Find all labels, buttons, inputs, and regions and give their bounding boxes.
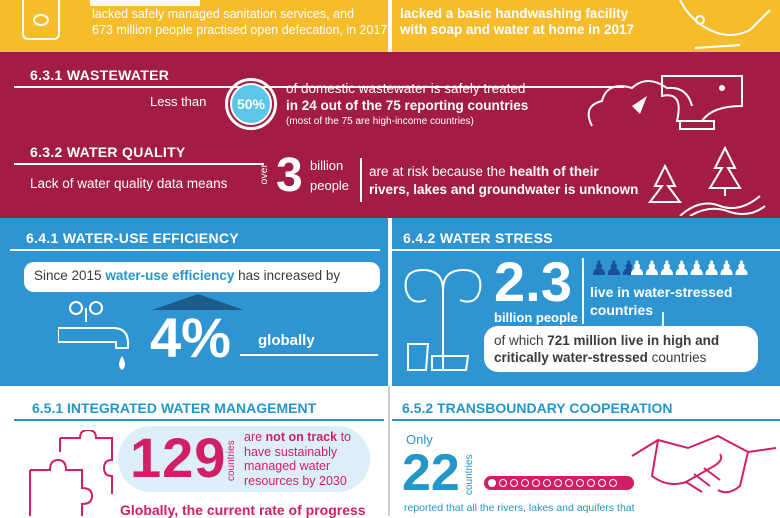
title-underline: [392, 249, 780, 251]
wastewater-line-1: of domestic wastewater is safely treated: [286, 81, 526, 96]
band-divider: [388, 0, 392, 52]
efficiency-pill: Since 2015 water-use efficiency has incr…: [24, 262, 380, 292]
iwrm-text: are not on track to have sustainably man…: [244, 430, 351, 488]
efficiency-title: 6.4.1 WATER-USE EFFICIENCY: [26, 230, 239, 246]
risk-line-1: are at risk because the health of their: [369, 164, 599, 179]
sanitation-text-1: lacked safely managed sanitation service…: [92, 7, 354, 21]
countries-label: countries: [464, 454, 475, 496]
iwrm-pill: [118, 426, 370, 492]
people-icons-dark: ♟♟♟: [590, 258, 638, 280]
percent-badge: 50%: [230, 83, 272, 125]
sanitation-band: lacked safely managed sanitation service…: [0, 0, 780, 52]
stress-live-1: live in water-stressed: [590, 284, 733, 300]
title-underline: [14, 86, 624, 88]
iwrm-title: 6.5.1 INTEGRATED WATER MANAGEMENT: [32, 400, 317, 416]
percent-ring: 50%: [225, 78, 277, 130]
iwrm-bottom-text: Globally, the current rate of progress: [120, 502, 366, 518]
transboundary-bottom-text: reported that all the rivers, lakes and …: [404, 502, 635, 514]
globally-underline: [240, 354, 378, 356]
tap-icon: [58, 301, 129, 370]
billion-people-label: billion people: [494, 310, 578, 325]
puzzle-icon: [29, 430, 113, 516]
people-icons-light: ♟♟♟♟♟♟♟♟: [628, 258, 750, 280]
stress-title: 6.4.2 WATER STRESS: [403, 230, 553, 246]
dry-plant-icon: [404, 268, 482, 371]
connector-line: [662, 312, 664, 326]
wastewater-line-2: in 24 out of the 75 reporting countries: [286, 98, 529, 113]
water-quality-title: 6.3.2 WATER QUALITY: [30, 144, 186, 160]
efficiency-percent: 4%: [150, 306, 231, 369]
countries-label: countries: [226, 440, 237, 482]
section-divider: [388, 386, 390, 516]
sanitation-text-2: 673 million people practised open defeca…: [92, 23, 388, 37]
handshake-icon: [631, 434, 777, 494]
transboundary-title: 6.5.2 TRANSBOUNDARY COOPERATION: [402, 400, 673, 416]
water-use-band: 6.4.1 WATER-USE EFFICIENCY Since 2015 wa…: [0, 218, 780, 386]
water-quality-lead: Lack of water quality data means: [30, 176, 228, 191]
people-label: people: [310, 178, 350, 193]
wastewater-quality-band: 6.3.1 WASTEWATER Less than 50% of domest…: [0, 52, 780, 218]
only-label: Only: [406, 432, 433, 447]
title-underline: [14, 163, 264, 165]
title-underline: [392, 419, 780, 421]
over-label: over: [258, 164, 270, 185]
progress-dots: [484, 476, 634, 490]
stress-number: 2.3: [494, 250, 572, 313]
divider-line: [360, 158, 362, 202]
cropped-banner: [90, 0, 200, 6]
risk-line-2: rivers, lakes and groundwater is unknown: [369, 182, 639, 197]
iwrm-number: 129: [130, 426, 227, 489]
handwashing-icon: [679, 0, 771, 49]
of-which-pill: of which 721 million live in high and cr…: [484, 326, 758, 372]
river-trees-icon: [648, 145, 766, 216]
pipe-icon: [587, 75, 743, 130]
toilet-icon: [22, 0, 60, 40]
wastewater-title: 6.3.1 WASTEWATER: [30, 67, 170, 83]
three-number: 3: [276, 149, 303, 202]
billion-label: billion: [310, 158, 344, 173]
globally-label: globally: [258, 332, 315, 349]
wastewater-line-3: (most of the 75 are high-income countrie…: [286, 116, 474, 127]
title-underline: [10, 249, 380, 251]
less-than-label: Less than: [150, 94, 207, 109]
handwashing-text-2: with soap and water at home in 2017: [400, 22, 635, 37]
transboundary-number: 22: [402, 444, 460, 502]
title-underline: [14, 419, 384, 421]
band-divider: [388, 218, 392, 386]
handwashing-text-1: lacked a basic handwashing facility: [400, 6, 629, 21]
up-arrow-shape: [152, 294, 244, 310]
divider-line: [582, 258, 584, 324]
stress-live-2: countries: [590, 302, 654, 318]
